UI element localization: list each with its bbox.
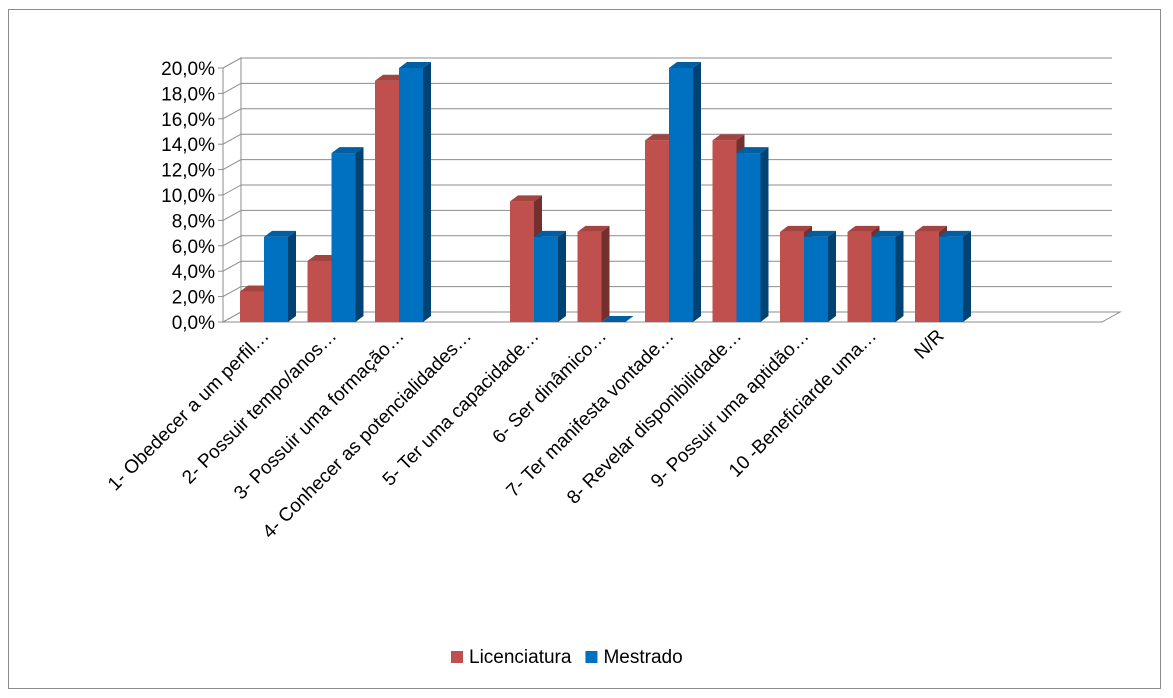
y-tick-label: 6,0% bbox=[172, 237, 215, 258]
bar-side-mestrado bbox=[760, 147, 769, 322]
bar-licenciatura bbox=[577, 231, 602, 322]
y-tick-label: 14,0% bbox=[161, 135, 215, 156]
legend-swatch-mestrado bbox=[585, 651, 598, 663]
y-tick-label: 18,0% bbox=[161, 84, 215, 105]
gridline-diag bbox=[222, 184, 242, 196]
gridline-diag bbox=[222, 286, 242, 298]
y-tick-label: 20,0% bbox=[161, 59, 215, 80]
gridline-diag bbox=[222, 260, 242, 272]
bar-top-mestrado bbox=[804, 230, 836, 237]
x-category-label: N/R bbox=[911, 326, 949, 364]
bar-side-mestrado bbox=[693, 62, 701, 322]
gridline-diag bbox=[222, 209, 242, 221]
bar-top-licenciatura bbox=[847, 225, 880, 232]
gridline-diag bbox=[222, 159, 242, 171]
bar-licenciatura bbox=[510, 201, 534, 322]
bar-side-mestrado bbox=[288, 230, 296, 322]
bar-mestrado bbox=[534, 236, 558, 322]
bar-licenciatura bbox=[847, 231, 872, 322]
bar-top-licenciatura bbox=[577, 225, 610, 232]
legend-label-licenciatura: Licenciatura bbox=[469, 647, 572, 668]
bar-licenciatura bbox=[307, 261, 332, 322]
bar-top-mestrado bbox=[331, 147, 364, 154]
y-tick-label: 8,0% bbox=[172, 211, 215, 232]
bar-side-mestrado bbox=[423, 62, 431, 322]
bar-licenciatura bbox=[915, 231, 939, 322]
bar-top-licenciatura bbox=[712, 134, 745, 141]
bar-top-mestrado bbox=[669, 62, 701, 68]
bar-top-licenciatura bbox=[510, 195, 542, 202]
bar-mestrado bbox=[331, 153, 356, 322]
bar-mestrado bbox=[669, 68, 693, 322]
bar-mestrado bbox=[939, 236, 963, 322]
bar-licenciatura bbox=[645, 140, 669, 322]
bar-mestrado bbox=[399, 68, 423, 322]
y-tick-label: 12,0% bbox=[161, 161, 215, 182]
bar-side-mestrado bbox=[963, 230, 971, 322]
bar-top-mestrado bbox=[264, 230, 296, 237]
bar-licenciatura bbox=[780, 231, 804, 322]
bar-licenciatura bbox=[240, 291, 264, 322]
y-tick-label: 2,0% bbox=[172, 288, 215, 309]
gridline-diag bbox=[222, 57, 242, 69]
y-tick-label: 4,0% bbox=[172, 262, 215, 283]
bar-side-mestrado bbox=[895, 230, 904, 322]
bar-mestrado bbox=[736, 153, 761, 322]
bar-mestrado bbox=[871, 236, 896, 322]
bar-side-mestrado bbox=[355, 147, 364, 322]
gridline-diag bbox=[222, 133, 242, 145]
gridline-diag bbox=[222, 311, 242, 323]
bar-top-licenciatura bbox=[915, 225, 947, 232]
legend-swatch-licenciatura bbox=[451, 651, 463, 663]
bar-top-mestrado bbox=[601, 316, 634, 322]
x-category-label: 6- Ser dinâmico… bbox=[489, 326, 611, 448]
bar-side-licenciatura bbox=[601, 225, 610, 322]
y-tick-label: 16,0% bbox=[161, 110, 215, 131]
bar-licenciatura bbox=[375, 80, 399, 322]
y-tick-label: 0,0% bbox=[172, 313, 215, 334]
gridline-diag bbox=[222, 235, 242, 247]
bar-side-mestrado bbox=[828, 230, 836, 322]
y-tick-label: 10,0% bbox=[161, 186, 215, 207]
bar-top-mestrado bbox=[736, 147, 769, 154]
bar-top-mestrado bbox=[399, 62, 431, 68]
legend-label-mestrado: Mestrado bbox=[603, 647, 682, 668]
gridline-diag bbox=[222, 82, 242, 94]
bar-top-licenciatura bbox=[780, 225, 812, 232]
bar-top-mestrado bbox=[939, 230, 971, 237]
bar-top-mestrado bbox=[871, 230, 904, 237]
bar-mestrado bbox=[264, 236, 288, 322]
chart-frame bbox=[8, 9, 1161, 689]
bar-top-mestrado bbox=[534, 230, 566, 237]
bar-licenciatura bbox=[712, 140, 737, 322]
gridline-diag bbox=[222, 108, 242, 120]
bar-mestrado bbox=[804, 236, 828, 322]
bar-side-mestrado bbox=[558, 230, 566, 322]
